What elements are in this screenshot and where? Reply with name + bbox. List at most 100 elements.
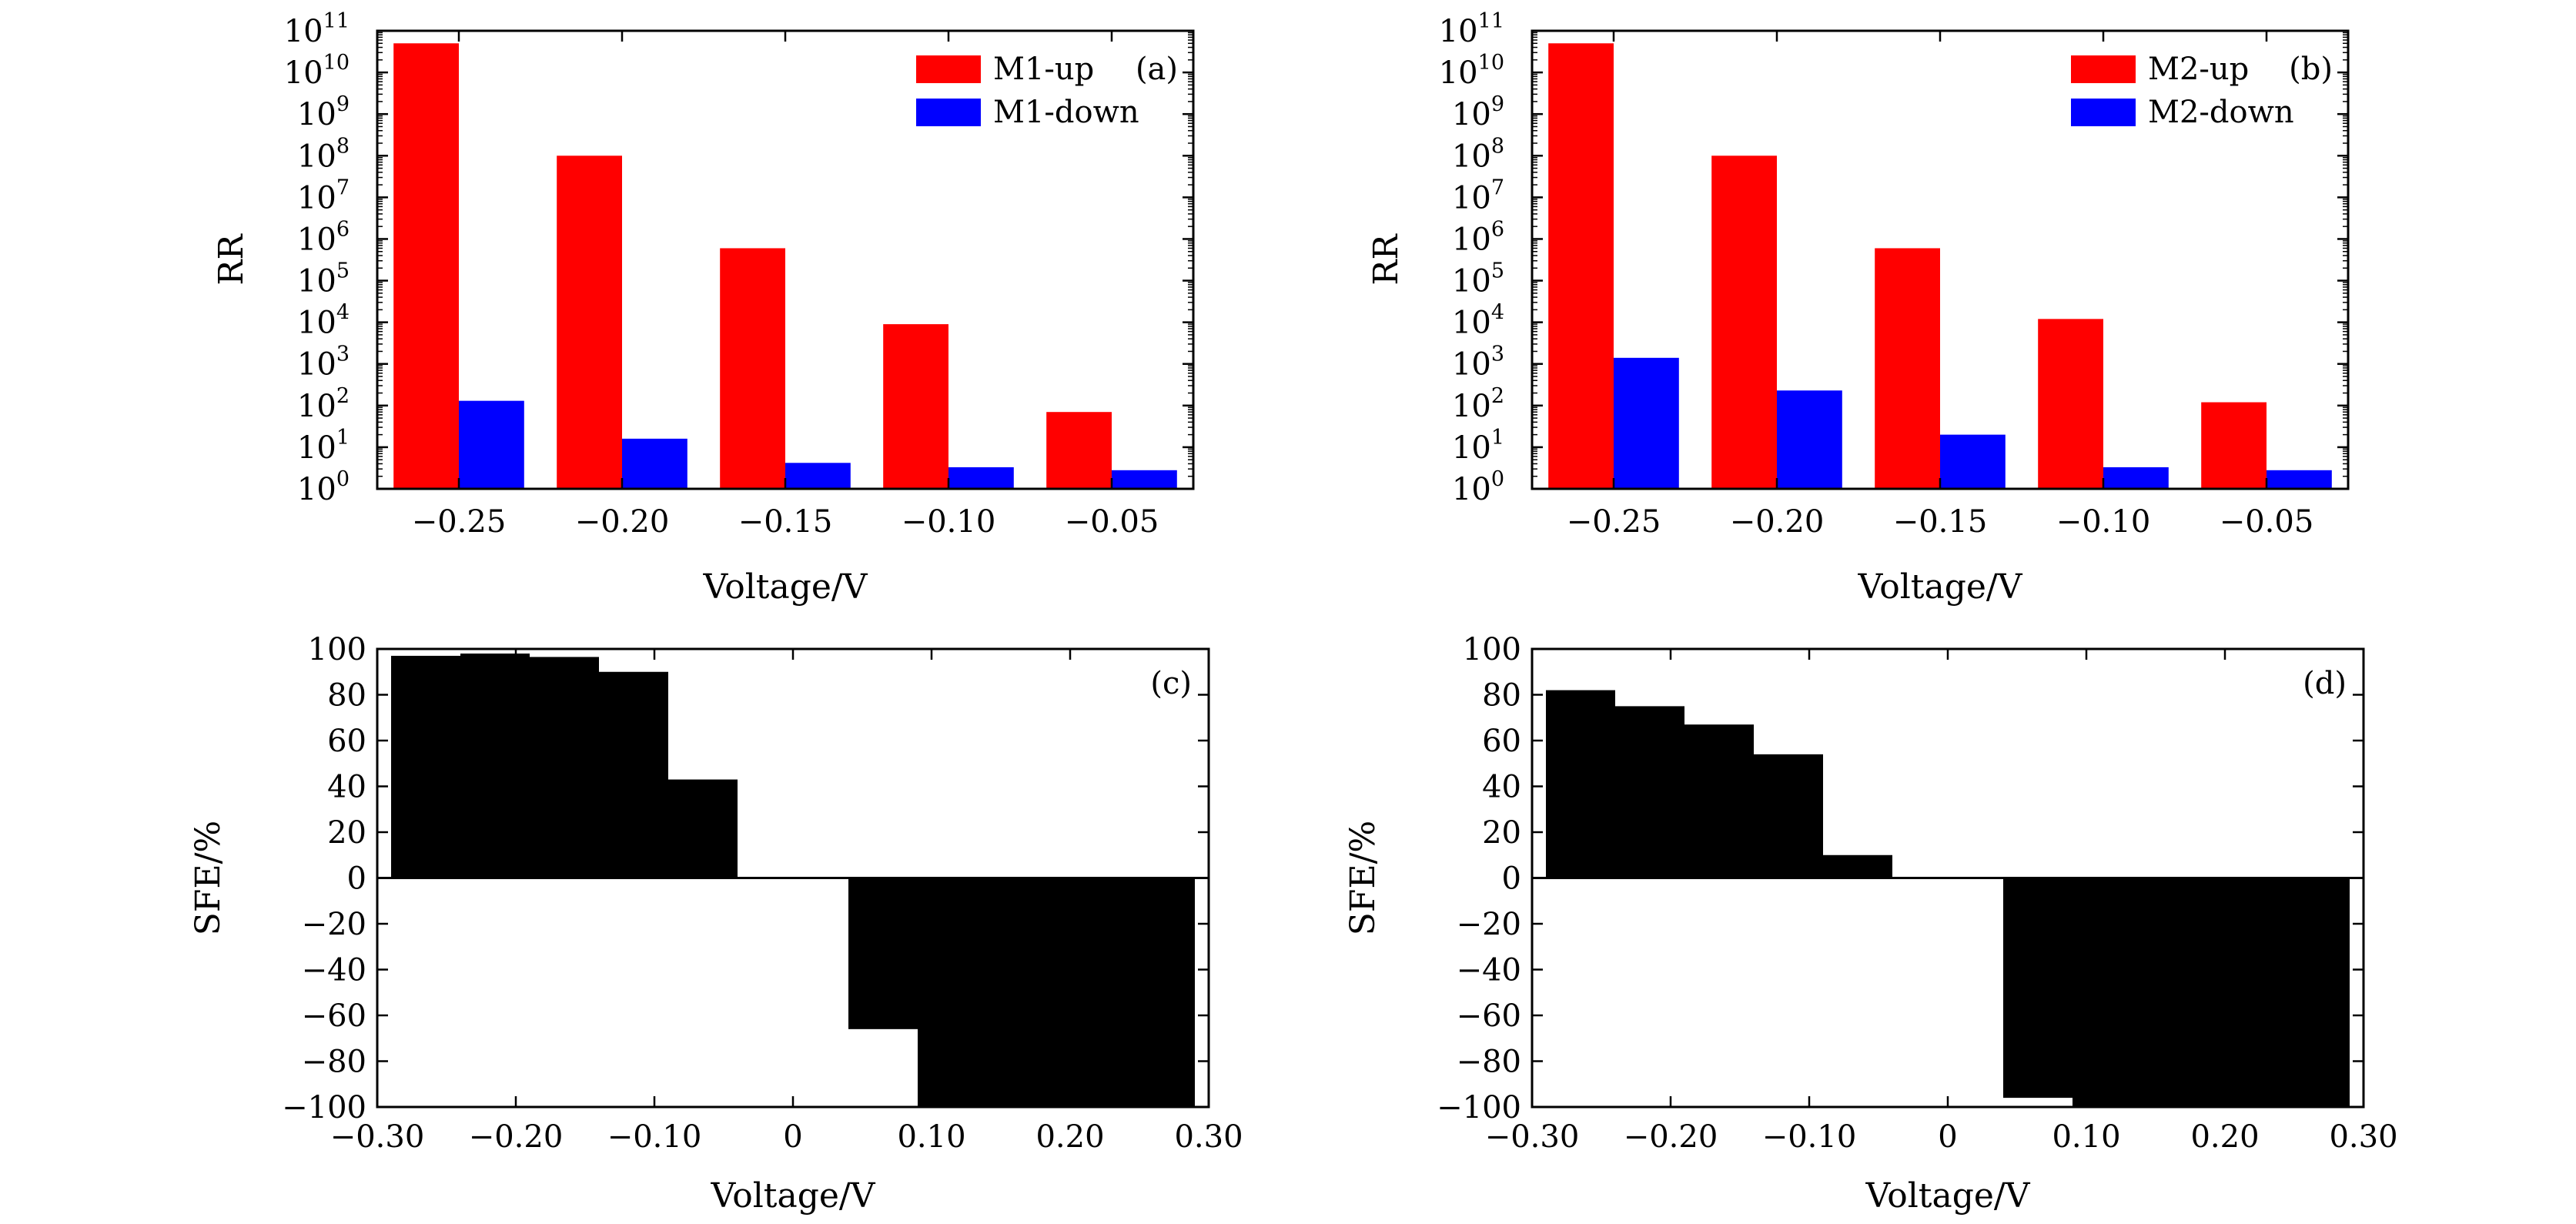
y-tick-base: 10 (297, 472, 336, 507)
x-tick-label: −0.10 (1762, 1119, 1857, 1155)
y-tick-label: 60 (327, 724, 366, 759)
bar-6 (918, 878, 987, 1107)
y-axis-label: SFE/% (1343, 821, 1383, 935)
bar-m1-down-3 (948, 467, 1014, 489)
bar-1 (1615, 706, 1684, 878)
bar-9 (1126, 878, 1195, 1107)
x-tick-label: 0.20 (2190, 1119, 2259, 1155)
y-tick-exponent: 8 (1491, 134, 1504, 158)
y-tick-label: −100 (282, 1090, 366, 1125)
y-tick-label: 1011 (284, 9, 350, 49)
y-tick-label: 107 (1452, 176, 1504, 216)
bar-m2-down-0 (1614, 357, 1679, 489)
y-tick-exponent: 9 (1491, 92, 1504, 116)
bar-1 (460, 653, 530, 878)
x-tick-label: 0.30 (1174, 1119, 1243, 1155)
y-tick-exponent: 5 (336, 259, 350, 283)
y-tick-base: 10 (1452, 389, 1491, 424)
bar-5 (848, 878, 918, 1029)
panel-label: (a) (1136, 52, 1178, 87)
y-tick-exponent: 2 (1491, 384, 1504, 408)
y-tick-base: 10 (1439, 55, 1478, 91)
bar-m2-up-4 (2201, 402, 2267, 489)
x-axis-label: Voltage/V (1865, 1176, 2030, 1216)
x-tick-label: 0.20 (1035, 1119, 1104, 1155)
y-tick-label: −80 (1457, 1045, 1521, 1080)
x-tick-label: −0.20 (1730, 504, 1825, 540)
bar-2 (1684, 724, 1754, 878)
y-tick-base: 10 (297, 139, 336, 174)
y-tick-label: 80 (327, 678, 366, 714)
chart-panel-a: −0.25 −0.20 −0.15 −0.10 −0.05100101102103104… (212, 9, 1195, 607)
y-tick-exponent: 4 (336, 301, 350, 325)
y-tick-exponent: 7 (1491, 176, 1504, 199)
y-tick-label: 20 (1482, 815, 1521, 851)
y-tick-base: 10 (297, 347, 336, 383)
y-tick-label: 107 (297, 176, 350, 216)
y-tick-label: 100 (1463, 632, 1521, 667)
y-tick-base: 10 (1452, 139, 1491, 174)
y-tick-label: 104 (297, 301, 350, 341)
y-tick-exponent: 0 (1491, 467, 1504, 491)
y-tick-label: 100 (308, 632, 366, 667)
y-tick-exponent: 3 (336, 343, 350, 366)
bar-m2-down-4 (2267, 470, 2332, 489)
y-tick-base: 10 (1452, 264, 1491, 299)
y-tick-label: 108 (297, 134, 350, 174)
x-tick-label: −0.05 (1065, 504, 1159, 540)
y-tick-label: 60 (1482, 724, 1521, 759)
bar-m1-up-0 (393, 43, 459, 490)
bar-5 (2003, 878, 2073, 1099)
panel-label: (d) (2303, 666, 2347, 701)
y-tick-label: −60 (302, 998, 366, 1034)
y-tick-label: −80 (302, 1045, 366, 1080)
y-tick-base: 10 (1452, 180, 1491, 216)
y-axis-label: RR (212, 233, 251, 286)
x-axis-label: Voltage/V (710, 1176, 875, 1216)
bar-m2-up-1 (1711, 156, 1777, 490)
x-tick-label: 0 (783, 1119, 802, 1155)
x-tick-label: −0.30 (1485, 1119, 1580, 1155)
y-tick-label: −40 (302, 953, 366, 988)
x-tick-label: 0 (1938, 1119, 1957, 1155)
legend-label: M1-up (993, 52, 1094, 87)
y-tick-base: 10 (297, 430, 336, 466)
bar-8 (1056, 878, 1126, 1107)
legend-label: M2-down (2148, 95, 2294, 130)
x-tick-label: −0.20 (1624, 1119, 1718, 1155)
bar-m1-down-2 (785, 463, 851, 489)
bar-4 (1823, 854, 1892, 878)
y-tick-label: −100 (1437, 1090, 1521, 1125)
bar-m1-down-0 (459, 400, 524, 489)
bar-m1-up-1 (557, 156, 622, 490)
bar-m2-up-0 (1548, 43, 1614, 490)
y-tick-base: 10 (297, 180, 336, 216)
y-tick-base: 10 (297, 264, 336, 299)
x-tick-label: 0.10 (2052, 1119, 2120, 1155)
y-tick-label: 101 (1452, 426, 1504, 466)
y-tick-label: 108 (1452, 134, 1504, 174)
y-tick-label: 103 (297, 343, 350, 383)
y-axis-label: SFE/% (189, 821, 228, 935)
y-tick-label: −20 (302, 907, 366, 942)
y-tick-label: 1010 (284, 51, 350, 91)
y-tick-label: 100 (1452, 467, 1504, 507)
y-tick-label: −20 (1457, 907, 1521, 942)
y-tick-base: 10 (297, 389, 336, 424)
x-tick-label: 0.10 (897, 1119, 965, 1155)
y-tick-label: 102 (297, 384, 350, 424)
bar-m1-up-2 (720, 248, 785, 489)
chart-panel-d: 100 80 60 40 20 0 −20 −40 −60 −80 −100−0.30 −0.20 −0… (1343, 632, 2398, 1216)
bar-7 (987, 878, 1056, 1107)
y-tick-base: 10 (297, 306, 336, 341)
y-tick-label: 104 (1452, 301, 1504, 341)
y-tick-base: 10 (1452, 430, 1491, 466)
y-tick-label: 101 (297, 426, 350, 466)
x-tick-label: −0.15 (1893, 504, 1988, 540)
bar-m2-down-3 (2103, 467, 2169, 489)
y-tick-label: 103 (1452, 343, 1504, 383)
y-tick-label: 109 (1452, 92, 1504, 132)
y-tick-base: 10 (1452, 306, 1491, 341)
y-tick-base: 10 (297, 222, 336, 257)
